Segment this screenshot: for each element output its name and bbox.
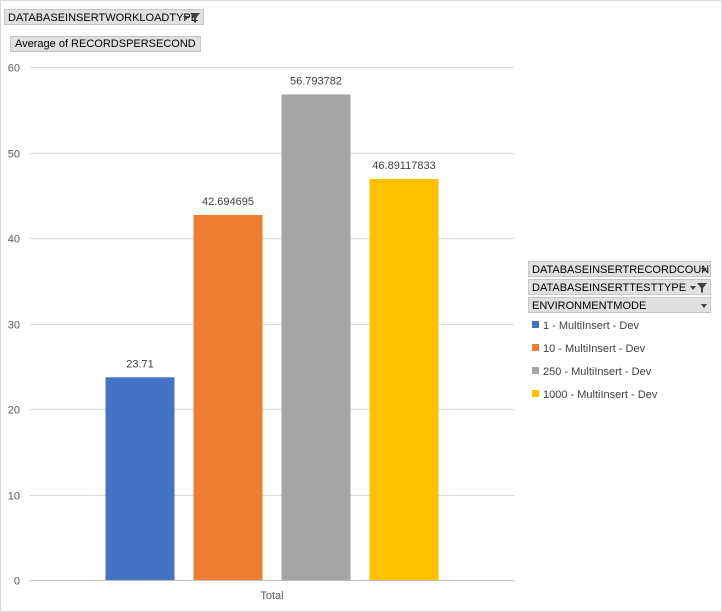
y-tick-label: 60 <box>8 63 20 75</box>
environment-mode-label: ENVIRONMENTMODE <box>532 300 647 312</box>
workload-type-label: DATABASEINSERTWORKLOADTYPE <box>8 12 199 24</box>
y-tick-label: 20 <box>8 405 20 417</box>
legend-item[interactable]: 10 - MultiInsert - Dev <box>532 341 645 357</box>
legend-item[interactable]: 1000 - MultiInsert - Dev <box>532 387 657 403</box>
dropdown-icon[interactable] <box>701 268 707 272</box>
legend-swatch <box>532 390 539 397</box>
dropdown-icon[interactable] <box>690 286 696 290</box>
record-count-field-button[interactable]: DATABASEINSERTRECORDCOUNT <box>528 261 711 277</box>
data-label: 46.89117833 <box>372 160 435 172</box>
bar[interactable] <box>281 94 351 581</box>
record-count-label: DATABASEINSERTRECORDCOUNT <box>532 264 711 276</box>
dropdown-icon[interactable] <box>701 304 707 308</box>
bar[interactable] <box>105 377 175 580</box>
y-tick-label: 30 <box>8 320 20 332</box>
workload-type-field-button[interactable]: DATABASEINSERTWORKLOADTYPE <box>4 9 204 25</box>
test-type-field-button[interactable]: DATABASEINSERTTESTTYPE <box>528 279 711 295</box>
bar[interactable] <box>193 214 263 580</box>
y-tick-label: 50 <box>8 149 20 161</box>
value-field-button[interactable]: Average of RECORDSPERSECOND <box>10 36 201 52</box>
filter-icon[interactable] <box>697 283 707 293</box>
x-category-label: Total <box>260 590 283 602</box>
y-tick-label: 0 <box>14 576 20 588</box>
dropdown-icon[interactable] <box>183 16 189 20</box>
y-tick-label: 10 <box>8 491 20 503</box>
legend-label: 250 - MultiInsert - Dev <box>543 366 652 378</box>
legend-swatch <box>532 321 539 328</box>
legend-swatch <box>532 344 539 351</box>
legend-item[interactable]: 1 - MultiInsert - Dev <box>532 318 639 334</box>
bar[interactable] <box>369 179 439 580</box>
legend-label: 1000 - MultiInsert - Dev <box>543 389 658 401</box>
legend-label: 10 - MultiInsert - Dev <box>543 343 646 355</box>
data-label: 42.694695 <box>202 196 254 208</box>
test-type-label: DATABASEINSERTTESTTYPE <box>532 282 687 294</box>
legend-item[interactable]: 250 - MultiInsert - Dev <box>532 364 651 380</box>
legend-label: 1 - MultiInsert - Dev <box>543 320 639 332</box>
data-label: 56.793782 <box>290 75 342 87</box>
data-label: 23.71 <box>126 358 154 370</box>
y-tick-label: 40 <box>8 234 20 246</box>
filter-icon[interactable] <box>190 13 200 23</box>
legend-swatch <box>532 367 539 374</box>
environment-mode-field-button[interactable]: ENVIRONMENTMODE <box>528 297 711 313</box>
